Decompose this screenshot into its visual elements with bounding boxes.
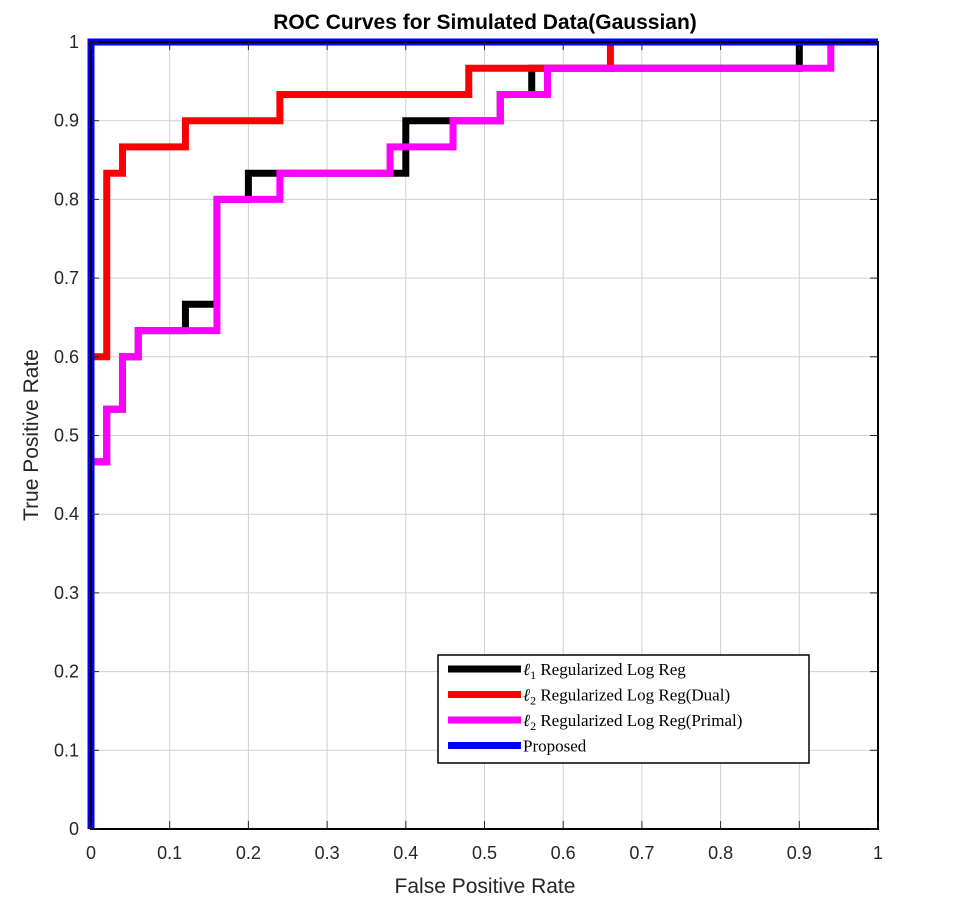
x-tick-label: 0.4 <box>393 843 418 863</box>
y-tick-label: 0.9 <box>54 111 79 131</box>
legend-label-rest: Regularized Log Reg(Primal) <box>536 711 742 730</box>
x-tick-label: 0.7 <box>629 843 654 863</box>
legend-label-rest: Regularized Log Reg <box>536 660 686 679</box>
y-tick-label: 1 <box>69 32 79 52</box>
x-tick-label: 0.3 <box>315 843 340 863</box>
x-tick-label: 0.2 <box>236 843 261 863</box>
legend-label: ℓ1 Regularized Log Reg <box>523 660 686 682</box>
y-tick-label: 0.3 <box>54 583 79 603</box>
y-tick-label: 0.5 <box>54 426 79 446</box>
y-tick-label: 0.7 <box>54 268 79 288</box>
chart-title: ROC Curves for Simulated Data(Gaussian) <box>273 11 697 34</box>
legend-label-rest: Regularized Log Reg(Dual) <box>536 686 730 705</box>
x-tick-label: 0.6 <box>551 843 576 863</box>
y-tick-label: 0.6 <box>54 347 79 367</box>
x-tick-label: 0 <box>86 843 96 863</box>
legend: ℓ1 Regularized Log Reg ℓ2 Regularized Log… <box>438 655 809 763</box>
legend-label-main: Proposed <box>523 737 587 756</box>
legend-label: ℓ2 Regularized Log Reg(Dual) <box>523 686 730 708</box>
legend-label: Proposed <box>523 737 587 756</box>
y-tick-label: 0.4 <box>54 504 79 524</box>
x-axis-label: False Positive Rate <box>395 875 576 898</box>
y-axis-label: True Positive Rate <box>20 349 43 521</box>
legend-label: ℓ2 Regularized Log Reg(Primal) <box>523 711 742 733</box>
x-tick-label: 0.5 <box>472 843 497 863</box>
x-tick-label: 0.1 <box>157 843 182 863</box>
y-tick-label: 0.2 <box>54 662 79 682</box>
y-tick-label: 0 <box>69 819 79 839</box>
x-tick-label: 0.9 <box>787 843 812 863</box>
x-tick-label: 0.8 <box>708 843 733 863</box>
y-tick-label: 0.8 <box>54 189 79 209</box>
x-tick-label: 1 <box>873 843 883 863</box>
legend-label-main: ℓ <box>523 711 530 730</box>
legend-label-main: ℓ <box>523 660 530 679</box>
legend-label-main: ℓ <box>523 686 530 705</box>
y-tick-label: 0.1 <box>54 740 79 760</box>
